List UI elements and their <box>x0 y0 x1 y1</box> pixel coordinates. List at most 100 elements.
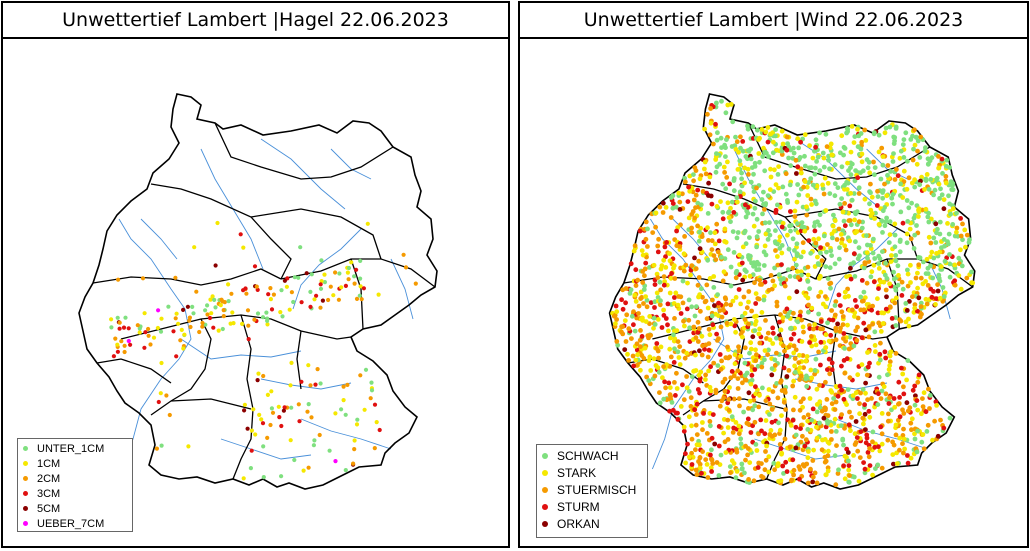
report-dot <box>693 192 699 198</box>
report-dot <box>671 360 677 365</box>
report-dot <box>892 135 898 140</box>
report-dot <box>942 243 947 249</box>
report-dot <box>779 250 785 256</box>
report-dot <box>287 307 292 312</box>
report-dot <box>645 226 650 232</box>
report-dot <box>809 417 815 423</box>
report-dot <box>308 304 313 309</box>
report-dot <box>816 294 821 299</box>
report-dot <box>848 428 853 434</box>
report-dot <box>817 168 823 174</box>
report-dot <box>369 380 374 385</box>
report-dot <box>164 393 169 398</box>
report-dot <box>823 304 829 310</box>
report-dot <box>766 469 772 475</box>
report-dot <box>817 212 823 218</box>
report-dot <box>756 229 762 234</box>
report-dot <box>852 178 858 184</box>
report-dot <box>905 460 911 466</box>
report-dot <box>870 439 875 445</box>
report-dot <box>242 402 247 407</box>
report-dot <box>897 155 903 161</box>
report-dot <box>352 274 357 279</box>
report-dot <box>899 279 905 285</box>
report-dot <box>804 354 810 359</box>
report-dot <box>203 308 208 313</box>
report-dot <box>123 315 128 320</box>
report-dot <box>837 245 842 251</box>
report-dot <box>711 253 717 258</box>
report-dot <box>695 187 701 193</box>
report-dot <box>930 437 935 443</box>
report-dot <box>200 320 205 326</box>
report-dot <box>810 474 816 480</box>
report-dot <box>812 148 817 154</box>
report-dot <box>626 326 632 332</box>
state-border <box>214 122 394 180</box>
report-dot <box>896 401 901 407</box>
report-dot <box>675 339 681 344</box>
report-dot <box>155 325 160 331</box>
report-dot <box>743 457 748 463</box>
report-dot <box>126 326 131 331</box>
report-dot <box>343 412 348 417</box>
report-dot <box>751 171 756 177</box>
report-dot <box>623 339 629 344</box>
report-dot <box>846 218 852 224</box>
report-dot <box>622 347 628 352</box>
report-dot <box>745 126 751 132</box>
report-dot <box>697 348 702 354</box>
report-dot <box>148 342 153 347</box>
report-dot <box>248 466 253 471</box>
report-dot <box>735 230 741 235</box>
report-dot <box>369 388 375 393</box>
report-dot <box>245 426 250 431</box>
report-dot <box>941 294 947 299</box>
report-dot <box>901 411 907 416</box>
report-dot <box>792 394 798 400</box>
report-dot <box>808 250 814 256</box>
report-dot <box>714 151 719 156</box>
report-dot <box>908 455 914 461</box>
report-dot <box>804 184 810 190</box>
report-dot <box>689 462 695 467</box>
report-dot <box>687 173 693 179</box>
report-dot <box>879 388 885 394</box>
report-dot <box>871 159 876 165</box>
report-dot <box>853 239 858 245</box>
report-dot <box>711 141 716 147</box>
report-dot <box>891 269 896 275</box>
report-dot <box>872 256 878 261</box>
report-dot <box>892 244 898 250</box>
report-dot <box>213 305 218 310</box>
report-dot <box>807 326 813 331</box>
report-dot <box>704 462 710 467</box>
report-dot <box>305 409 310 414</box>
report-dot <box>791 150 797 156</box>
river-line <box>260 138 346 210</box>
report-dot <box>699 470 704 476</box>
report-dot <box>140 276 146 281</box>
report-dot <box>736 423 742 429</box>
report-dot <box>946 231 952 237</box>
report-dot <box>766 387 772 392</box>
report-dot <box>692 255 697 261</box>
report-dot <box>836 256 842 262</box>
report-dot <box>854 209 860 215</box>
report-dot <box>749 308 754 314</box>
report-dot <box>292 275 297 280</box>
report-dot <box>772 363 778 368</box>
report-dot <box>753 442 759 447</box>
report-dot <box>875 188 880 194</box>
report-dot <box>890 192 896 197</box>
report-dot <box>931 192 936 198</box>
report-dot <box>930 275 936 281</box>
report-dot <box>686 215 692 221</box>
report-dot <box>788 336 794 342</box>
report-dot <box>194 289 199 294</box>
report-dot <box>912 431 917 437</box>
report-dot <box>708 388 714 394</box>
report-dot <box>937 295 943 301</box>
report-dot <box>710 297 715 303</box>
report-dot <box>676 294 681 299</box>
